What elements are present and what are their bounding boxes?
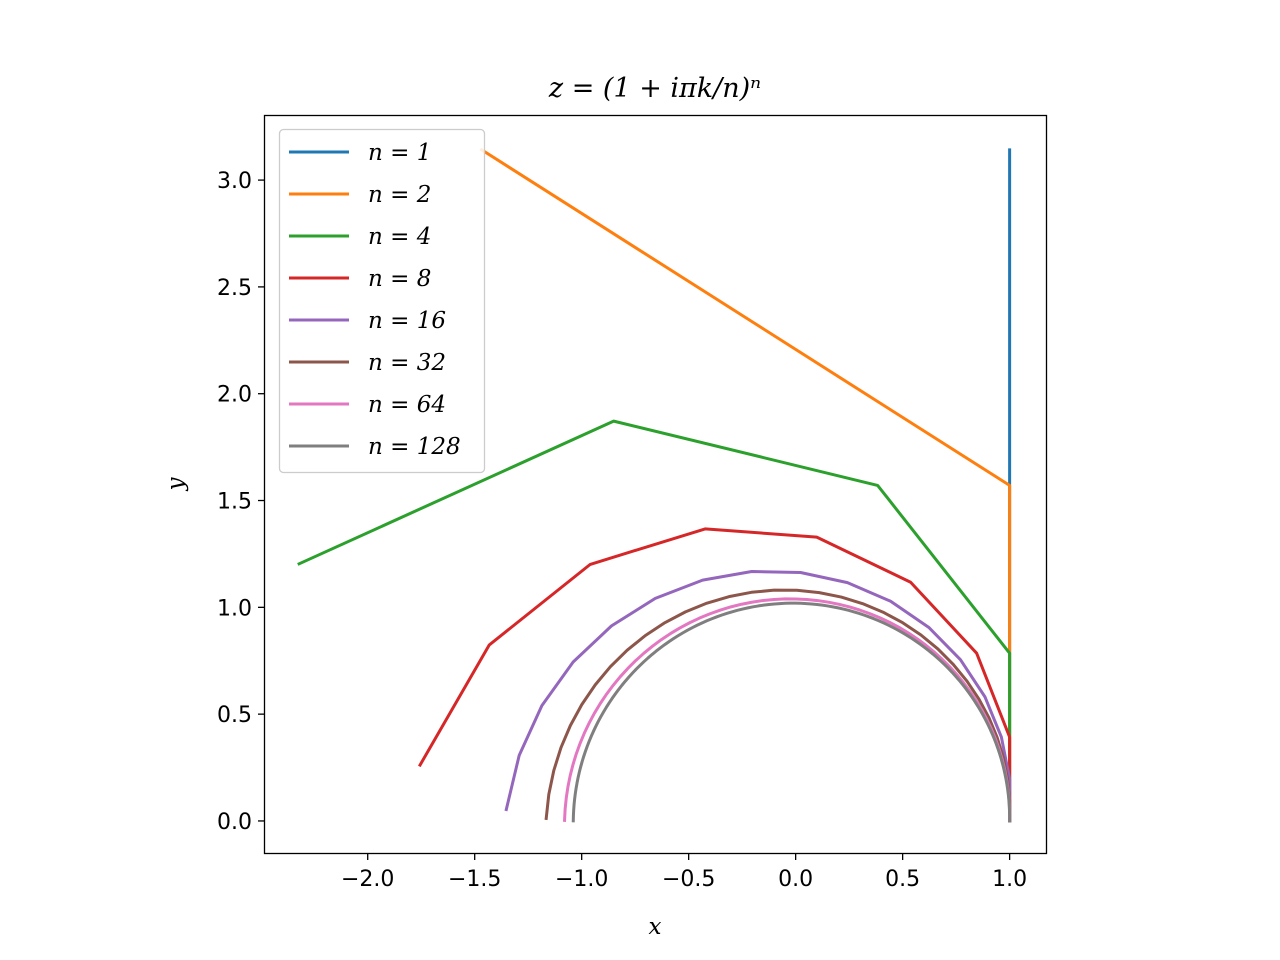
- legend-label: n = 1: [368, 140, 431, 166]
- legend-label: n = 16: [368, 308, 446, 334]
- y-tick-label: 0.5: [217, 703, 252, 728]
- legend-label: n = 128: [368, 434, 461, 460]
- series-line-n128: [571, 601, 1012, 823]
- legend-box: [278, 128, 486, 474]
- x-axis-label: x: [649, 914, 662, 940]
- series-line-n8: [418, 527, 1012, 823]
- x-tick-label: 0.5: [885, 867, 920, 892]
- plot-lines: [297, 147, 1012, 823]
- x-tick-label: −1.5: [448, 867, 501, 892]
- x-tick-label: −0.5: [662, 867, 715, 892]
- x-tick-label: −1.0: [555, 867, 608, 892]
- x-axis-ticks: −2.0 −1.5 −1.0 −0.5 0.0 0.5 1.0: [341, 853, 1027, 892]
- series-line-n32: [544, 588, 1012, 823]
- legend-label: n = 32: [368, 350, 446, 376]
- axes-frame: [263, 114, 1048, 855]
- x-tick-label: 0.0: [778, 867, 813, 892]
- legend: n = 1 n = 2 n = 4 n = 8 n = 16 n = 32 n = 64 n …: [278, 128, 486, 474]
- y-tick-label: 2.0: [217, 383, 252, 408]
- legend-label: n = 8: [368, 266, 431, 292]
- y-tick-label: 1.0: [217, 596, 252, 621]
- y-axis-label: y: [163, 477, 189, 492]
- series-line-n16: [504, 570, 1012, 823]
- y-tick-label: 3.0: [217, 169, 252, 194]
- x-tick-label: 1.0: [992, 867, 1027, 892]
- x-tick-label: −2.0: [341, 867, 394, 892]
- series-line-n4: [297, 419, 1012, 823]
- legend-label: n = 4: [368, 224, 431, 250]
- y-axis-ticks: 0.0 0.5 1.0 1.5 2.0 2.5 3.0: [217, 169, 265, 835]
- y-tick-label: 0.0: [217, 810, 252, 835]
- legend-label: n = 2: [368, 182, 431, 208]
- chart-title: z = (1 + iπk/n)ⁿ: [548, 73, 761, 104]
- y-tick-label: 1.5: [217, 490, 252, 515]
- y-tick-label: 2.5: [217, 276, 252, 301]
- legend-label: n = 64: [368, 392, 446, 418]
